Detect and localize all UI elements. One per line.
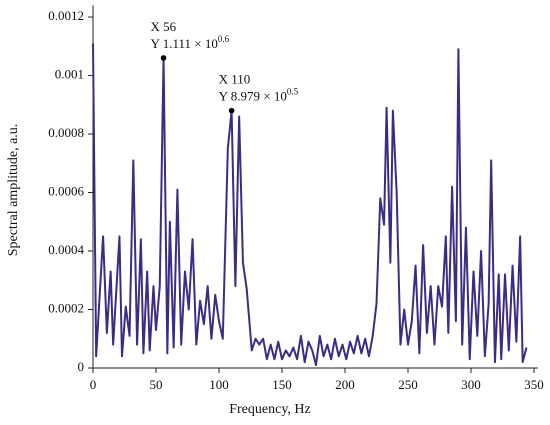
x-tick-label: 200 bbox=[335, 377, 355, 392]
x-tick-label: 50 bbox=[150, 377, 163, 392]
y-tick-label: 0.0008 bbox=[48, 125, 84, 140]
x-tick-label: 100 bbox=[209, 377, 229, 392]
x-axis-title: Frequency, Hz bbox=[229, 402, 311, 417]
y-axis-title: Spectral amplitude, a.u. bbox=[6, 124, 21, 257]
y-tick-label: 0.0002 bbox=[48, 300, 84, 315]
data-line bbox=[92, 43, 528, 367]
y-tick-label: 0.001 bbox=[55, 67, 84, 82]
x-tick-label: 350 bbox=[524, 377, 544, 392]
y-tick-label: 0.0006 bbox=[48, 183, 84, 198]
annotation-x: X 56 bbox=[151, 19, 177, 34]
annotation-y: Y 8.979 × 100.5 bbox=[219, 87, 299, 104]
y-tick-label: 0 bbox=[78, 359, 85, 374]
annotation-point bbox=[228, 107, 235, 114]
annotation-y-base: Y 1.111 × 10 bbox=[151, 36, 218, 51]
annotation-y-exp: 0.6 bbox=[218, 34, 230, 44]
annotation-y-exp: 0.5 bbox=[287, 87, 299, 97]
annotation-y: Y 1.111 × 100.6 bbox=[151, 34, 230, 51]
x-tick-label: 250 bbox=[398, 377, 418, 392]
x-tick-label: 300 bbox=[461, 377, 481, 392]
annotation-point bbox=[160, 55, 167, 61]
y-tick-label: 0.0004 bbox=[48, 242, 84, 257]
annotation-x: X 110 bbox=[219, 72, 251, 87]
y-tick-label: 0.0012 bbox=[48, 8, 84, 23]
x-tick-label: 150 bbox=[272, 377, 292, 392]
x-tick-label: 0 bbox=[90, 377, 97, 392]
annotation-y-base: Y 8.979 × 10 bbox=[219, 89, 287, 104]
